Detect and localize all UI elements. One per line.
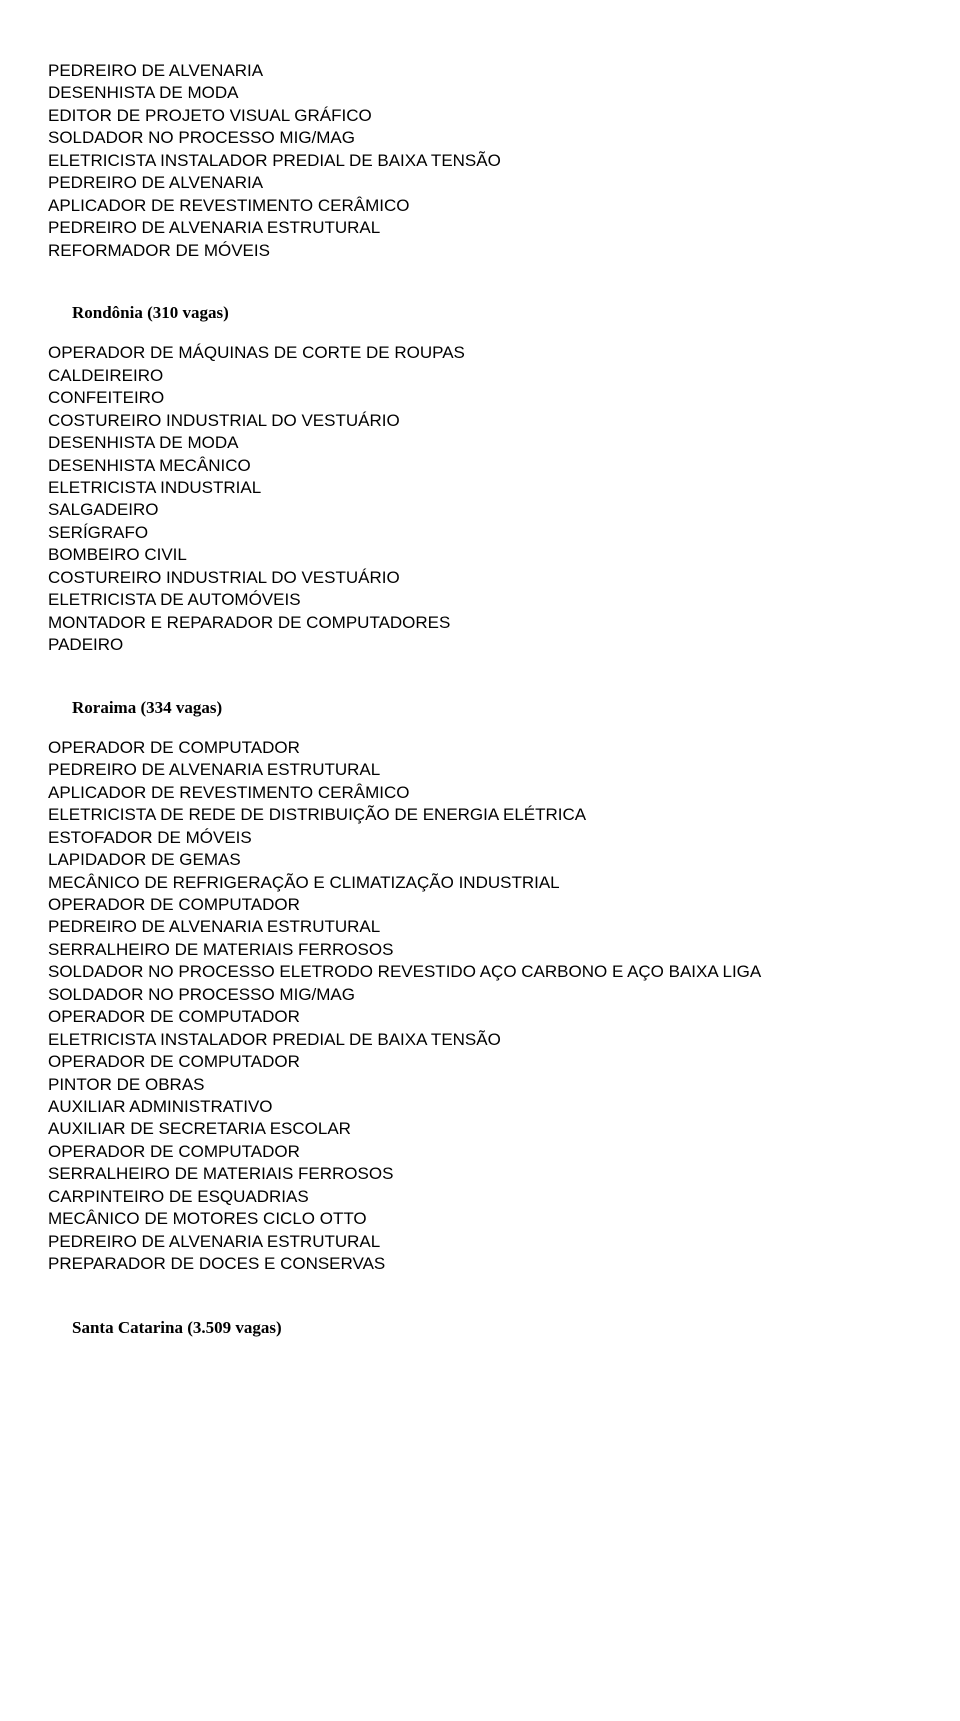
list-item: AUXILIAR DE SECRETARIA ESCOLAR [48, 1118, 912, 1140]
list-item: PEDREIRO DE ALVENARIA ESTRUTURAL [48, 1231, 912, 1253]
list-item: PEDREIRO DE ALVENARIA ESTRUTURAL [48, 916, 912, 938]
list-item: ELETRICISTA DE REDE DE DISTRIBUIÇÃO DE E… [48, 804, 912, 826]
list-item: ELETRICISTA INSTALADOR PREDIAL DE BAIXA … [48, 1029, 912, 1051]
list-item: OPERADOR DE COMPUTADOR [48, 1141, 912, 1163]
list-item: REFORMADOR DE MÓVEIS [48, 240, 912, 262]
list-item: PEDREIRO DE ALVENARIA [48, 60, 912, 82]
section-block: Santa Catarina (3.509 vagas) [48, 1317, 912, 1339]
list-item: EDITOR DE PROJETO VISUAL GRÁFICO [48, 105, 912, 127]
list-item: DESENHISTA DE MODA [48, 82, 912, 104]
list-item: APLICADOR DE REVESTIMENTO CERÂMICO [48, 782, 912, 804]
list-item: OPERADOR DE MÁQUINAS DE CORTE DE ROUPAS [48, 342, 912, 364]
section-heading: Rondônia (310 vagas) [48, 302, 912, 324]
list-item: MECÂNICO DE REFRIGERAÇÃO E CLIMATIZAÇÃO … [48, 872, 912, 894]
list-item: BOMBEIRO CIVIL [48, 544, 912, 566]
list-item: CALDEIREIRO [48, 365, 912, 387]
list-item: OPERADOR DE COMPUTADOR [48, 737, 912, 759]
list-item: MECÂNICO DE MOTORES CICLO OTTO [48, 1208, 912, 1230]
list-item: SOLDADOR NO PROCESSO MIG/MAG [48, 984, 912, 1006]
list-item: OPERADOR DE COMPUTADOR [48, 1051, 912, 1073]
list-item: CONFEITEIRO [48, 387, 912, 409]
list-item: OPERADOR DE COMPUTADOR [48, 1006, 912, 1028]
section-heading: Santa Catarina (3.509 vagas) [48, 1317, 912, 1339]
list-item: CARPINTEIRO DE ESQUADRIAS [48, 1186, 912, 1208]
list-item: ELETRICISTA INDUSTRIAL [48, 477, 912, 499]
list-item: SERÍGRAFO [48, 522, 912, 544]
list-item: SOLDADOR NO PROCESSO ELETRODO REVESTIDO … [48, 961, 912, 983]
list-item: DESENHISTA DE MODA [48, 432, 912, 454]
list-item: PEDREIRO DE ALVENARIA [48, 172, 912, 194]
list-item: PEDREIRO DE ALVENARIA ESTRUTURAL [48, 217, 912, 239]
document-body: PEDREIRO DE ALVENARIADESENHISTA DE MODAE… [48, 60, 912, 1340]
list-item: COSTUREIRO INDUSTRIAL DO VESTUÁRIO [48, 410, 912, 432]
list-item: ESTOFADOR DE MÓVEIS [48, 827, 912, 849]
list-item: MONTADOR E REPARADOR DE COMPUTADORES [48, 612, 912, 634]
list-item: PADEIRO [48, 634, 912, 656]
list-item: SERRALHEIRO DE MATERIAIS FERROSOS [48, 1163, 912, 1185]
list-item: APLICADOR DE REVESTIMENTO CERÂMICO [48, 195, 912, 217]
list-item: ELETRICISTA INSTALADOR PREDIAL DE BAIXA … [48, 150, 912, 172]
list-item: PINTOR DE OBRAS [48, 1074, 912, 1096]
section-block: Roraima (334 vagas) OPERADOR DE COMPUTADO… [48, 697, 912, 1276]
section-block: PEDREIRO DE ALVENARIADESENHISTA DE MODAE… [48, 60, 912, 262]
list-item: ELETRICISTA DE AUTOMÓVEIS [48, 589, 912, 611]
list-item: OPERADOR DE COMPUTADOR [48, 894, 912, 916]
section-block: Rondônia (310 vagas) OPERADOR DE MÁQUINAS… [48, 302, 912, 657]
list-item: SOLDADOR NO PROCESSO MIG/MAG [48, 127, 912, 149]
list-item: AUXILIAR ADMINISTRATIVO [48, 1096, 912, 1118]
list-item: COSTUREIRO INDUSTRIAL DO VESTUÁRIO [48, 567, 912, 589]
list-item: PEDREIRO DE ALVENARIA ESTRUTURAL [48, 759, 912, 781]
list-item: DESENHISTA MECÂNICO [48, 455, 912, 477]
list-item: LAPIDADOR DE GEMAS [48, 849, 912, 871]
list-item: SERRALHEIRO DE MATERIAIS FERROSOS [48, 939, 912, 961]
list-item: SALGADEIRO [48, 499, 912, 521]
list-item: PREPARADOR DE DOCES E CONSERVAS [48, 1253, 912, 1275]
section-heading: Roraima (334 vagas) [48, 697, 912, 719]
